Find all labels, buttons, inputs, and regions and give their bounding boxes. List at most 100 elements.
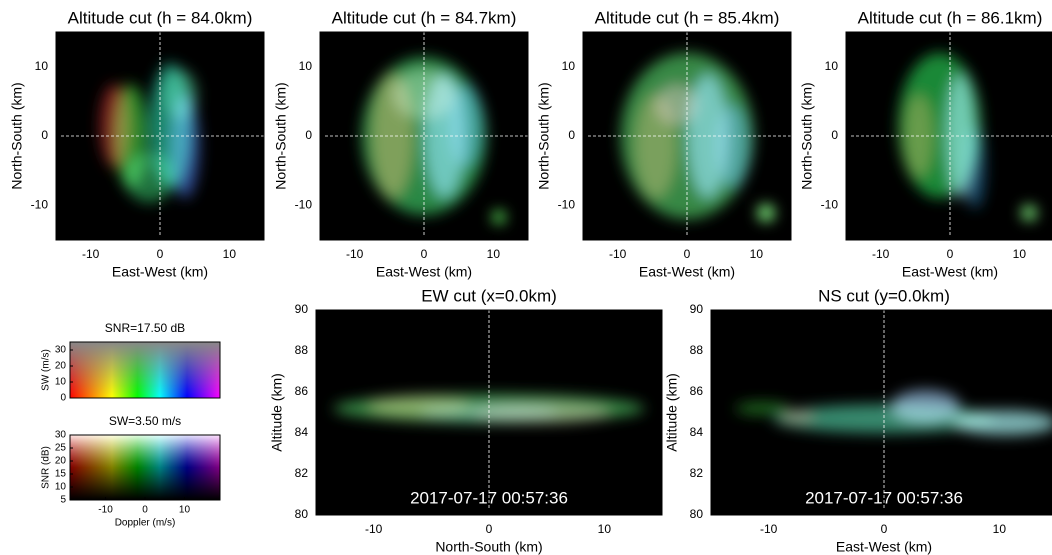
y-tick-label: -10 xyxy=(558,198,576,212)
y-tick-label: 20 xyxy=(55,361,67,372)
y-tick-label: 20 xyxy=(55,456,67,467)
chart-title: NS cut (y=0.0km) xyxy=(818,286,950,305)
chart-title: Altitude cut (h = 84.0km) xyxy=(68,8,253,27)
y-axis-label: Altitude (km) xyxy=(269,373,285,452)
chart-title: SNR=17.50 dB xyxy=(105,321,185,335)
x-tick-label: 10 xyxy=(223,247,237,261)
y-tick-label: 10 xyxy=(299,59,313,73)
y-tick-label: 88 xyxy=(690,343,704,357)
y-tick-label: -10 xyxy=(31,198,49,212)
intensity-blob xyxy=(124,152,175,203)
x-tick-label: 0 xyxy=(486,522,493,536)
x-tick-label: -10 xyxy=(365,522,383,536)
y-axis-label: SNR (dB) xyxy=(41,446,52,489)
chart-title: SW=3.50 m/s xyxy=(109,414,181,428)
intensity-blob xyxy=(1021,205,1037,221)
x-axis-label: Doppler (m/s) xyxy=(115,518,176,529)
image xyxy=(99,63,200,203)
x-tick-label: 10 xyxy=(487,247,501,261)
y-tick-label: 88 xyxy=(295,343,309,357)
x-tick-label: -10 xyxy=(872,247,890,261)
y-axis-label: North-South (km) xyxy=(273,82,289,189)
x-tick-label: 0 xyxy=(947,247,954,261)
chart-title: Altitude cut (h = 85.4km) xyxy=(595,8,780,27)
y-tick-label: 80 xyxy=(295,507,309,521)
y-tick-label: 90 xyxy=(295,302,309,316)
intensity-blob xyxy=(953,410,1052,436)
y-axis-label: Altitude (km) xyxy=(664,373,680,452)
y-axis-label: North-South (km) xyxy=(536,82,552,189)
y-tick-label: 86 xyxy=(295,384,309,398)
y-tick-label: 25 xyxy=(55,443,67,454)
y-tick-label: 0 xyxy=(305,128,312,142)
x-tick-label: 0 xyxy=(421,247,428,261)
x-axis-label: East-West (km) xyxy=(639,264,735,280)
panel: -10 0 10 5 10 15 20 25 30 SW=3.50 m/s Doppler (m/s… xyxy=(41,414,221,529)
intensity-blob xyxy=(735,402,791,415)
y-tick-label: 90 xyxy=(690,302,704,316)
y-tick-label: 84 xyxy=(295,425,309,439)
x-tick-label: 0 xyxy=(142,505,148,516)
intensity-blob xyxy=(890,389,961,423)
y-tick-label: 80 xyxy=(690,507,704,521)
intensity-blob xyxy=(164,69,198,120)
x-tick-label: -10 xyxy=(346,247,364,261)
y-tick-label: 10 xyxy=(55,377,67,388)
timestamp: 2017-07-17 00:57:36 xyxy=(805,488,963,507)
chart-title: Altitude cut (h = 84.7km) xyxy=(332,8,517,27)
x-axis-label: East-West (km) xyxy=(836,539,932,555)
image xyxy=(620,52,775,222)
y-tick-label: 82 xyxy=(690,466,704,480)
intensity-blob xyxy=(492,210,506,224)
y-tick-label: 84 xyxy=(690,425,704,439)
x-tick-label: -10 xyxy=(98,505,113,516)
intensity-blob xyxy=(716,104,750,188)
intensity-blob xyxy=(687,73,729,199)
intensity-blob xyxy=(964,125,986,209)
x-tick-label: -10 xyxy=(609,247,627,261)
y-tick-label: 15 xyxy=(55,469,67,480)
y-tick-label: 0 xyxy=(41,128,48,142)
y-tick-label: 10 xyxy=(562,59,576,73)
colormap-fade xyxy=(70,435,220,500)
y-tick-label: 10 xyxy=(825,59,839,73)
panel: -10 0 10 -10 0 10 Altitude cut (h = 86.1km) Eas… xyxy=(799,8,1052,280)
y-tick-label: 10 xyxy=(55,482,67,493)
y-axis-label: North-South (km) xyxy=(9,82,25,189)
intensity-blob xyxy=(780,410,815,423)
x-tick-label: 10 xyxy=(750,247,764,261)
plot-frame xyxy=(69,341,221,399)
intensity-blob xyxy=(757,204,775,222)
x-axis-label: East-West (km) xyxy=(112,264,208,280)
y-tick-label: 86 xyxy=(690,384,704,398)
y-tick-label: 30 xyxy=(55,345,67,356)
colormap-fade xyxy=(70,342,220,398)
x-tick-label: -10 xyxy=(82,247,100,261)
y-axis-label: SW (m/s) xyxy=(41,349,52,391)
x-axis-label: East-West (km) xyxy=(376,264,472,280)
chart-title: Altitude cut (h = 86.1km) xyxy=(858,8,1043,27)
chart-title: EW cut (x=0.0km) xyxy=(421,286,557,305)
panel: 0 10 20 30 SNR=17.50 dB SW (m/s) xyxy=(41,321,221,404)
x-tick-label: 10 xyxy=(598,522,612,536)
y-tick-label: -10 xyxy=(295,198,313,212)
y-tick-label: 10 xyxy=(35,59,49,73)
x-tick-label: 10 xyxy=(179,505,191,516)
image xyxy=(361,56,506,224)
y-tick-label: 0 xyxy=(568,128,575,142)
x-axis-label: East-West (km) xyxy=(902,264,998,280)
image xyxy=(735,389,1052,436)
panel: -10 0 10 -10 0 10 Altitude cut (h = 84.7km) Eas… xyxy=(273,8,529,280)
y-tick-label: 82 xyxy=(295,466,309,480)
image xyxy=(333,394,645,423)
y-tick-label: 0 xyxy=(831,128,838,142)
x-axis-label: North-South (km) xyxy=(435,539,542,555)
x-tick-label: 0 xyxy=(684,247,691,261)
timestamp: 2017-07-17 00:57:36 xyxy=(410,488,568,507)
panel: -10 0 10 -10 0 10 Altitude cut (h = 84.0km) Eas… xyxy=(9,8,265,280)
panel: -10 0 10 80 82 84 86 88 90 EW cut (x=0.0km) North-… xyxy=(269,286,663,555)
y-tick-label: -10 xyxy=(821,198,839,212)
x-tick-label: 0 xyxy=(157,247,164,261)
panel: -10 0 10 80 82 84 86 88 90 NS cut (y=0.0km) East-W… xyxy=(664,286,1052,555)
